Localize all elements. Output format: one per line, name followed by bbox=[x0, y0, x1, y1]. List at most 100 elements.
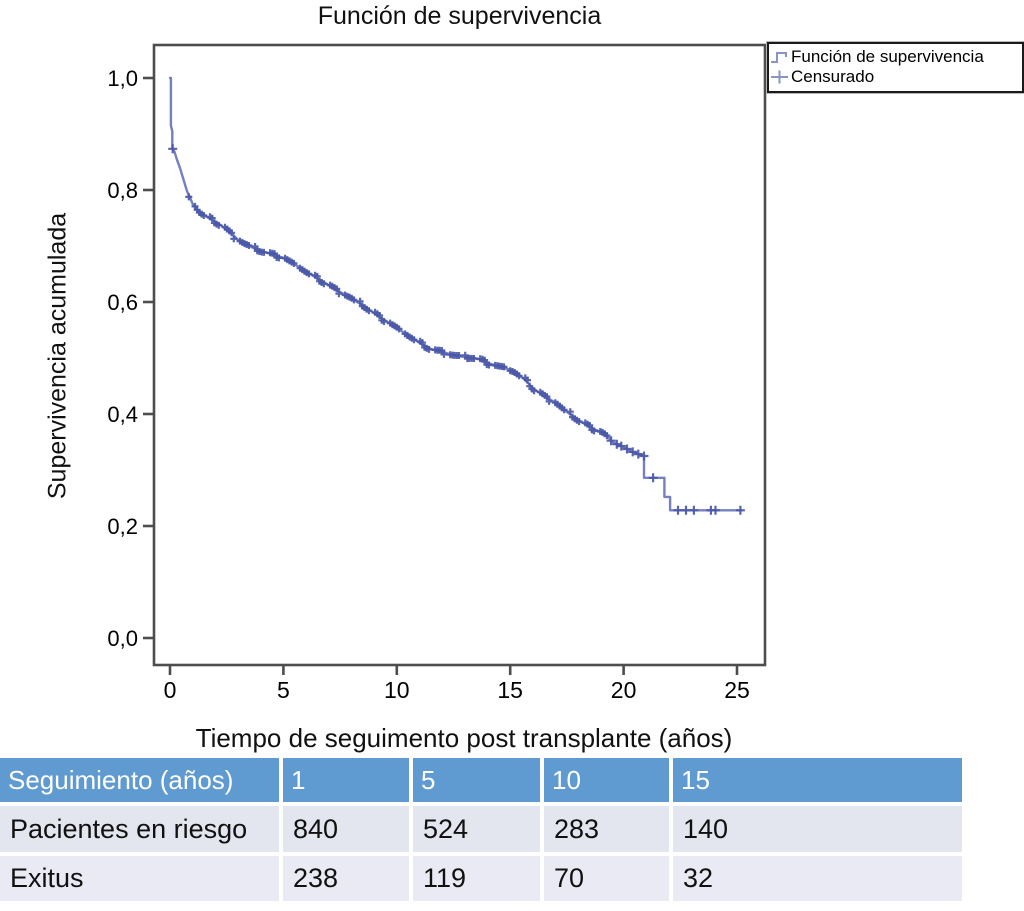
censor-mark bbox=[425, 345, 433, 353]
censor-mark bbox=[628, 447, 638, 457]
censor-mark bbox=[524, 376, 531, 384]
censor-mark bbox=[418, 339, 426, 347]
y-axis-tick-label: 1,0 bbox=[107, 66, 138, 91]
y-axis-tick-label: 0,8 bbox=[107, 178, 138, 203]
censor-mark bbox=[350, 296, 358, 304]
censor-mark bbox=[500, 363, 508, 371]
censor-mark bbox=[606, 436, 616, 446]
censor-mark bbox=[410, 336, 418, 344]
x-axis-tick-label: 20 bbox=[611, 677, 637, 703]
step-line-icon bbox=[771, 52, 787, 63]
censor-mark bbox=[245, 242, 253, 249]
censor-mark bbox=[376, 312, 384, 319]
plot-frame bbox=[152, 43, 767, 667]
censor-mark bbox=[530, 387, 538, 395]
censor-mark bbox=[290, 259, 298, 267]
censor-mark bbox=[545, 397, 553, 405]
row-value: 238 bbox=[281, 854, 413, 905]
y-axis-tick-label: 0,0 bbox=[107, 626, 138, 651]
risk-table: Seguimiento (años) 1 5 10 15 Pacientes e… bbox=[0, 758, 962, 905]
censor-mark bbox=[168, 144, 178, 154]
censor-mark bbox=[320, 280, 328, 288]
censor-mark bbox=[481, 356, 489, 364]
legend-label-survival: Función de supervivencia bbox=[791, 47, 984, 66]
row-value: 140 bbox=[671, 804, 962, 856]
censor-mark bbox=[260, 248, 268, 256]
censor-mark bbox=[470, 355, 478, 362]
header-cell-year: 5 bbox=[411, 758, 544, 806]
censor-mark bbox=[575, 418, 583, 426]
censor-mark bbox=[515, 372, 523, 380]
censor-mark bbox=[380, 318, 388, 325]
y-axis-tick-label: 0,4 bbox=[107, 402, 138, 427]
censor-mark bbox=[586, 421, 594, 429]
censor-mark bbox=[560, 406, 568, 414]
censor-mark bbox=[305, 270, 313, 278]
censor-mark bbox=[711, 505, 720, 515]
censor-mark bbox=[215, 221, 223, 229]
risk-table-row-exitus: Exitus 238 119 70 32 bbox=[0, 854, 962, 905]
censor-mark bbox=[648, 473, 658, 483]
censor-mark bbox=[228, 229, 236, 237]
censor-mark bbox=[566, 408, 574, 416]
x-axis-tick-label: 15 bbox=[497, 677, 523, 703]
censor-mark bbox=[673, 505, 683, 515]
censor-mark bbox=[622, 444, 632, 454]
x-axis-tick-label: 10 bbox=[384, 677, 410, 703]
censor-mark bbox=[313, 272, 321, 280]
y-axis-tick-label: 0,6 bbox=[107, 290, 138, 315]
row-label: Exitus bbox=[0, 854, 283, 905]
x-axis-tick-label: 0 bbox=[164, 677, 177, 703]
censor-mark bbox=[333, 285, 341, 293]
censor-mark bbox=[365, 307, 373, 315]
censor-mark bbox=[590, 427, 598, 435]
x-axis-label: Tiempo de seguimento post transplante (a… bbox=[195, 723, 733, 753]
row-label: Pacientes en riesgo bbox=[0, 804, 283, 856]
censor-mark bbox=[735, 505, 745, 515]
censor-mark bbox=[335, 290, 343, 298]
header-cell-year: 10 bbox=[542, 758, 673, 806]
y-axis-tick-label: 0,2 bbox=[107, 514, 138, 539]
censor-mark bbox=[616, 441, 626, 451]
legend: Función de supervivencia Censurado bbox=[767, 42, 1024, 93]
y-axis-label: Supervivencia acumulada bbox=[43, 212, 72, 500]
censor-mark bbox=[689, 505, 699, 515]
censor-mark bbox=[603, 432, 611, 440]
legend-entry-censored: Censurado bbox=[770, 67, 1019, 87]
censor-mark bbox=[275, 254, 283, 262]
censor-mark bbox=[438, 347, 446, 354]
risk-table-row-patients: Pacientes en riesgo 840 524 283 140 bbox=[0, 804, 962, 856]
risk-table-header-row: Seguimiento (años) 1 5 10 15 bbox=[0, 758, 962, 806]
censor-mark bbox=[271, 250, 278, 258]
censor-mark bbox=[633, 449, 643, 459]
chart-title: Función de supervivencia bbox=[317, 2, 602, 30]
censor-mark bbox=[455, 352, 463, 359]
legend-entry-survival: Función de supervivencia bbox=[770, 47, 1019, 67]
censor-mark bbox=[681, 505, 691, 515]
row-value: 119 bbox=[411, 854, 544, 905]
censor-mark bbox=[200, 212, 208, 219]
header-cell-year: 1 bbox=[281, 758, 413, 806]
x-axis-tick-label: 5 bbox=[277, 677, 290, 703]
row-value: 32 bbox=[671, 854, 962, 905]
header-cell-label: Seguimiento (años) bbox=[0, 758, 283, 806]
censor-mark bbox=[185, 193, 193, 201]
censor-mark bbox=[230, 235, 238, 243]
survival-plot-canvas: 0 5 10 15 20 25 1,0 0,8 0,6 0,4 0,2 0,0 bbox=[107, 43, 767, 703]
plus-marker-icon bbox=[771, 70, 788, 84]
censor-mark bbox=[543, 393, 551, 401]
x-axis-tick-label: 25 bbox=[724, 677, 750, 703]
row-value: 283 bbox=[542, 804, 673, 856]
row-value: 840 bbox=[281, 804, 413, 856]
survival-curve-path bbox=[168, 76, 743, 512]
legend-label-censored: Censurado bbox=[791, 67, 875, 86]
censor-marks bbox=[168, 144, 745, 515]
censor-mark bbox=[440, 350, 448, 358]
censor-mark bbox=[251, 243, 259, 250]
censor-mark bbox=[208, 214, 216, 222]
row-value: 524 bbox=[411, 804, 544, 856]
censor-mark bbox=[485, 361, 493, 369]
censor-mark bbox=[356, 297, 364, 305]
censor-mark bbox=[395, 325, 403, 333]
